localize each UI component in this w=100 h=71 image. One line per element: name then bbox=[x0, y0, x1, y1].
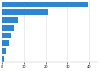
Bar bbox=[2, 48, 6, 54]
Bar bbox=[2, 33, 11, 38]
Bar bbox=[2, 2, 88, 7]
Bar bbox=[2, 25, 14, 31]
Bar bbox=[2, 40, 8, 46]
Bar bbox=[2, 9, 48, 15]
Bar bbox=[2, 56, 4, 61]
Bar bbox=[2, 17, 18, 23]
